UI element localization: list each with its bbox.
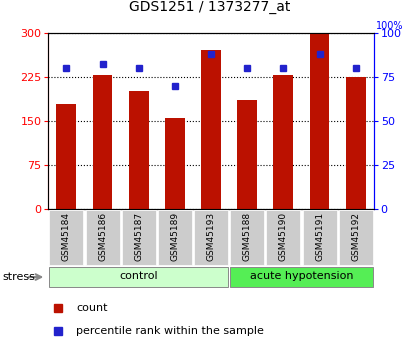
Bar xyxy=(158,210,192,265)
Bar xyxy=(310,34,330,209)
Bar xyxy=(86,210,120,265)
Text: GSM45190: GSM45190 xyxy=(279,211,288,261)
Bar xyxy=(339,210,373,265)
Bar xyxy=(237,100,257,209)
Bar xyxy=(49,267,228,287)
Text: GSM45193: GSM45193 xyxy=(207,211,215,261)
Bar xyxy=(201,50,221,209)
Bar xyxy=(92,75,113,209)
Bar xyxy=(122,210,156,265)
Bar xyxy=(273,75,293,209)
Text: GSM45186: GSM45186 xyxy=(98,211,107,261)
Bar xyxy=(346,77,366,209)
Text: percentile rank within the sample: percentile rank within the sample xyxy=(76,326,264,336)
Bar xyxy=(56,104,76,209)
Text: count: count xyxy=(76,303,108,313)
Text: GSM45188: GSM45188 xyxy=(243,211,252,261)
Bar xyxy=(165,118,185,209)
Text: GSM45191: GSM45191 xyxy=(315,211,324,261)
Text: GDS1251 / 1373277_at: GDS1251 / 1373277_at xyxy=(129,0,291,14)
Bar xyxy=(194,210,228,265)
Bar xyxy=(230,267,373,287)
Text: acute hypotension: acute hypotension xyxy=(250,272,353,282)
Text: 100%: 100% xyxy=(376,21,403,31)
Text: GSM45187: GSM45187 xyxy=(134,211,143,261)
Text: GSM45192: GSM45192 xyxy=(351,211,360,260)
Text: stress: stress xyxy=(2,272,35,282)
Text: GSM45184: GSM45184 xyxy=(62,211,71,260)
Bar xyxy=(302,210,336,265)
Text: GSM45189: GSM45189 xyxy=(171,211,179,261)
Bar xyxy=(266,210,300,265)
Bar xyxy=(129,91,149,209)
Text: control: control xyxy=(119,272,158,282)
Bar xyxy=(230,210,264,265)
Bar xyxy=(50,210,84,265)
